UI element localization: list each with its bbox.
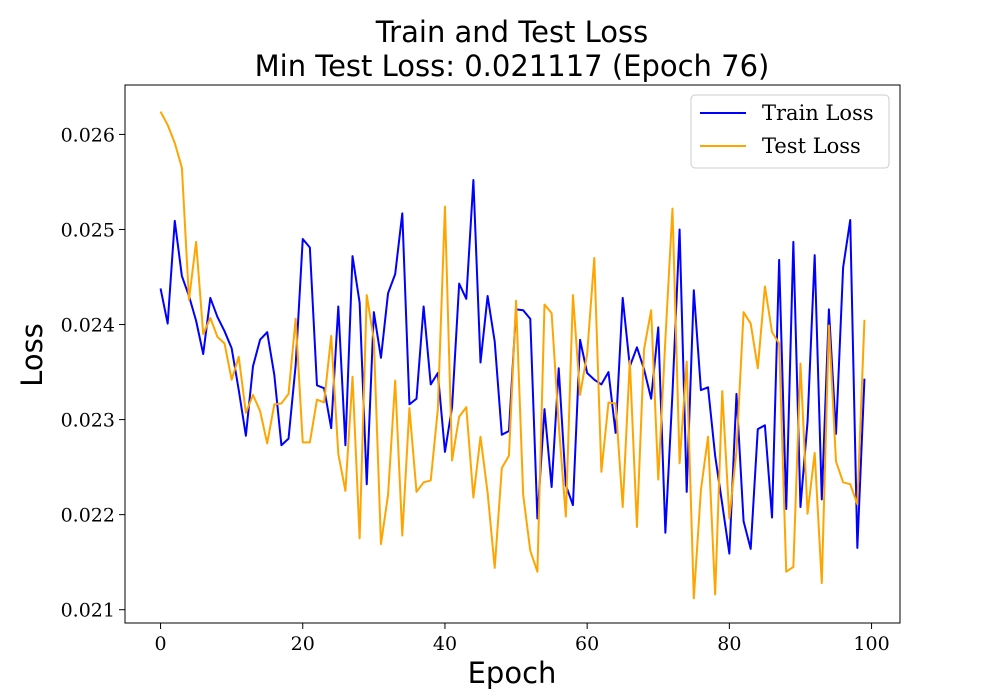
x-tick-label: 60 — [575, 633, 599, 655]
y-axis-label: Loss — [15, 323, 49, 387]
y-tick-label: 0.021 — [61, 600, 115, 622]
chart-subtitle: Min Test Loss: 0.021117 (Epoch 76) — [255, 49, 770, 83]
x-tick-label: 100 — [853, 633, 889, 655]
x-tick-label: 20 — [291, 633, 315, 655]
y-tick-label: 0.022 — [61, 505, 115, 527]
x-tick-label: 80 — [717, 633, 741, 655]
x-tick-label: 40 — [433, 633, 457, 655]
y-tick-label: 0.024 — [61, 315, 115, 337]
x-tick-label: 0 — [155, 633, 167, 655]
legend-label-train-loss: Train Loss — [762, 101, 874, 125]
series-layer — [159, 111, 866, 600]
chart-title: Train and Test Loss — [375, 15, 649, 49]
legend: Train Loss Test Loss — [690, 94, 890, 169]
y-tick-label: 0.023 — [61, 410, 115, 432]
y-tick-label: 0.026 — [61, 124, 115, 146]
x-axis-label: Epoch — [468, 656, 557, 690]
y-tick-label: 0.025 — [61, 219, 115, 241]
x-axis-ticks: 0 20 40 60 80 100 — [155, 623, 890, 655]
y-axis-ticks: 0.021 0.022 0.023 0.024 0.025 0.026 — [61, 124, 125, 622]
legend-label-test-loss: Test Loss — [762, 134, 861, 158]
series-line-test-loss — [159, 111, 866, 600]
